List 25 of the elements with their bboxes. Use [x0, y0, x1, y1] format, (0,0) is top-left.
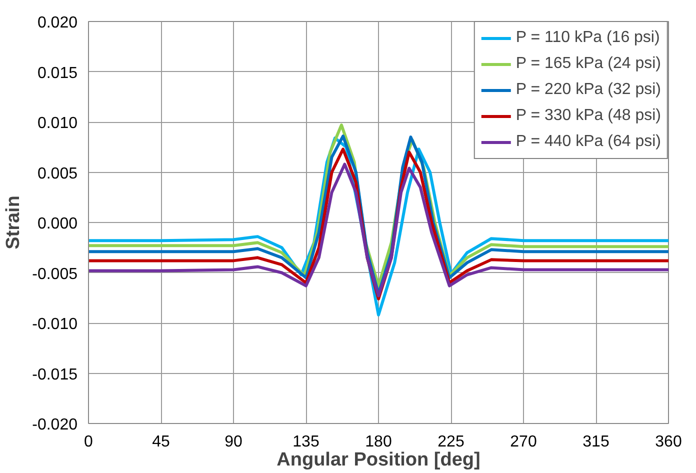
x-tick-label: 90: [224, 434, 242, 450]
y-tick-label: -0.020: [32, 416, 78, 434]
y-axis-title: Strain: [3, 196, 24, 250]
legend-label: P = 330 kPa (48 psi): [516, 107, 661, 125]
legend-label: P = 440 kPa (64 psi): [516, 133, 661, 151]
legend-label: P = 110 kPa (16 psi): [516, 29, 660, 47]
x-tick-label: 360: [655, 434, 682, 450]
x-tick-label: 45: [152, 434, 170, 450]
y-tick-label: 0.010: [37, 115, 78, 132]
y-tick-label: 0.015: [37, 64, 78, 82]
x-tick-label: 270: [510, 434, 537, 450]
x-axis-title: Angular Position [deg]: [276, 450, 480, 470]
y-tick-label: -0.015: [32, 366, 78, 384]
x-tick-label: 135: [292, 434, 320, 450]
legend-label: P = 220 kPa (32 psi): [516, 81, 661, 99]
x-tick-label: 180: [365, 434, 392, 450]
x-tick-label: 0: [84, 434, 94, 450]
x-tick-label: 225: [438, 434, 464, 450]
x-tick-label: 315: [582, 434, 610, 450]
legend-label: P = 165 kPa (24 psi): [516, 55, 661, 73]
y-tick-label: -0.010: [32, 316, 78, 333]
y-tick-label: 0.020: [37, 14, 78, 32]
y-tick-label: 0.000: [37, 216, 78, 232]
y-tick-label: -0.005: [32, 266, 78, 283]
y-tick-label: 0.005: [37, 165, 78, 182]
